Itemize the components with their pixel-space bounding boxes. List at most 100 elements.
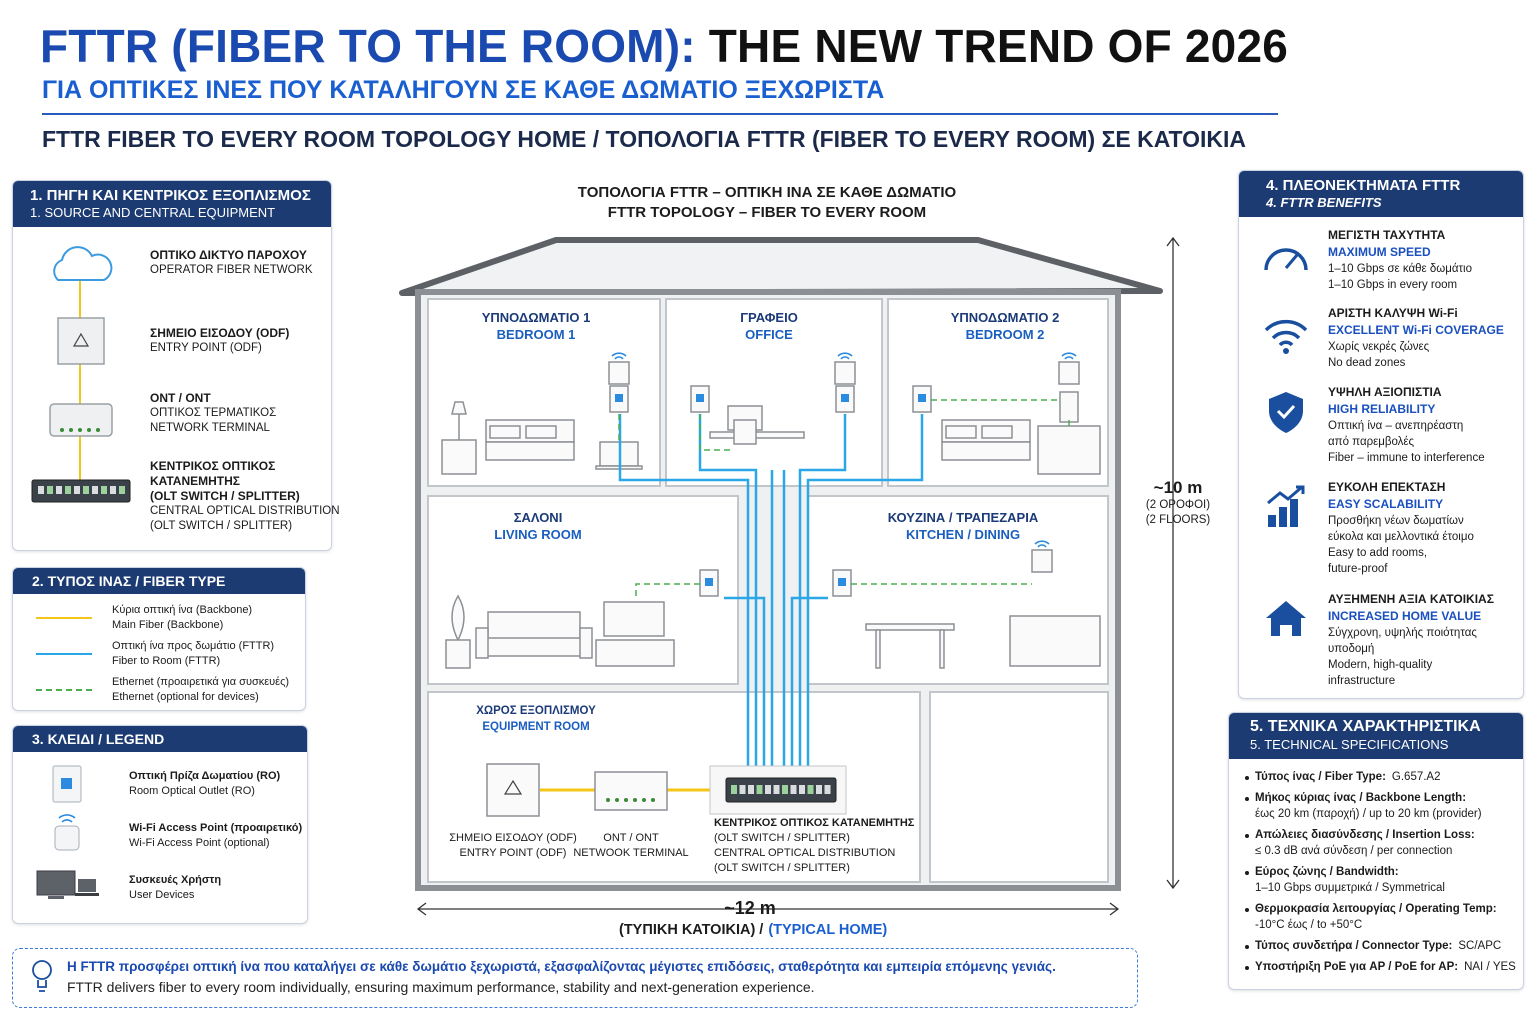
sofa-back [487, 611, 581, 639]
item-title: ΚΑΤΑΝΕΜΗΤΗΣ [150, 474, 240, 488]
room-name-en: EQUIPMENT ROOM [482, 721, 590, 733]
room-outlet [835, 385, 855, 413]
panel-subtitle: 1. SOURCE AND CENTRAL EQUIPMENT [30, 205, 276, 220]
panel-header [1229, 713, 1523, 759]
room-name-en: BEDROOM 2 [965, 327, 1045, 342]
benefit-title: ΜΕΓΙΣΤΗ ΤΑΧΥΤΗΤΑ [1328, 228, 1446, 242]
switch-port [739, 785, 746, 794]
item-text: CENTRAL OPTICAL DISTRIBUTION [150, 505, 340, 517]
benefit-subtitle: EXCELLENT Wi-Fi COVERAGE [1328, 323, 1504, 337]
title-blue: FTTR (FIBER TO THE ROOM): [40, 20, 696, 72]
benefit-subtitle: HIGH RELIABILITY [1328, 402, 1436, 416]
tv [603, 601, 665, 637]
benefit-text: Οπτική ίνα – ανεπηρέαστη [1328, 420, 1464, 432]
spec-value: ΝΑΙ / YES [1464, 961, 1516, 973]
room-name-el: ΥΠΝΟΔΩΜΑΤΙΟ 1 [481, 310, 591, 325]
width-note: (ΤΥΠΙΚΗ ΚΑΤΟΙΚΙΑ) / [619, 922, 764, 938]
benefit-text: Fiber – immune to interference [1328, 452, 1485, 464]
spec-label: Μήκος κύριας ίνας / Backbone Length: [1255, 792, 1467, 804]
benefit-text: εύκολα και μελλοντικά έτοιμο [1328, 531, 1474, 543]
switch-port [748, 785, 754, 794]
benefit-text: Χωρίς νεκρές ζώνες [1328, 341, 1430, 353]
access-point [1058, 361, 1080, 385]
spec-value: 1–10 Gbps συμμετρικά / Symmetrical [1255, 882, 1445, 894]
odf-warning [503, 779, 523, 795]
panel-header [13, 726, 307, 752]
switch-port [765, 785, 771, 794]
benefit-text: από παρεμβολές [1328, 436, 1415, 448]
switch-shelf [709, 765, 847, 815]
fiber-room-line [618, 414, 750, 778]
room-outlet [912, 385, 932, 413]
roof [399, 237, 1163, 296]
fiber-label-en: Ethernet (optional for devices) [112, 691, 259, 703]
plant-pot [445, 639, 471, 669]
switch-port [799, 785, 805, 794]
divider [42, 113, 1278, 115]
laptop-base [595, 465, 643, 470]
equipment-label: ENTRY POINT (ODF) [459, 847, 567, 859]
room [427, 495, 739, 685]
benefit-title: ΑΡΙΣΤΗ ΚΑΛΥΨΗ Wi-Fi [1328, 306, 1458, 320]
section-title: FTTR FIBER TO EVERY ROOM TOPOLOGY HOME /… [42, 126, 1246, 152]
laptop [599, 441, 639, 467]
kitchen-counter [1009, 615, 1101, 667]
bed [941, 419, 1031, 443]
item-text: NETWORK TERMINAL [150, 422, 270, 434]
legend-label-en: Room Optical Outlet (RO) [129, 785, 255, 797]
spec-value: -10°C έως / to +50°C [1255, 919, 1363, 931]
pillow [525, 425, 557, 439]
main-title: FTTR (FIBER TO THE ROOM): THE NEW TREND … [40, 20, 1288, 73]
bed-base [941, 441, 1031, 461]
room-name-en: BEDROOM 1 [496, 327, 576, 342]
spec-label: Απώλειες διασύνδεσης / Insertion Loss: [1255, 829, 1475, 841]
height-dimension [1166, 236, 1180, 890]
room-name-el: ΥΠΝΟΔΩΜΑΤΙΟ 2 [950, 310, 1060, 325]
benefit-text: No dead zones [1328, 357, 1406, 369]
legend-label-en: User Devices [129, 889, 195, 901]
switch-port [790, 785, 797, 794]
benefit-text: Easy to add rooms, [1328, 547, 1428, 559]
diagram-title: ΤΟΠΟΛΟΓΙΑ FTTR – ΟΠΤΙΚΗ ΙΝΑ ΣΕ ΚΑΘΕ ΔΩΜΑ… [577, 184, 957, 201]
item-text: ΟΠΤΙΚΟΣ ΤΕΡΜΑΤΙΚΟΣ [150, 407, 277, 419]
outlet-port [696, 394, 704, 402]
equipment-label: (OLT SWITCH / SPLITTER) [714, 862, 850, 874]
access-point [608, 361, 630, 385]
room-name-el: ΓΡΑΦΕΙΟ [740, 310, 798, 325]
panel-subtitle: 5. TECHNICAL SPECIFICATIONS [1250, 737, 1449, 752]
room-name-el: ΚΟΥΖΙΝΑ / ΤΡΑΠΕΖΑΡΙΑ [887, 510, 1039, 525]
footer-box [12, 948, 1138, 1008]
equipment-label: NETWOOK TERMINAL [573, 847, 689, 859]
spec-label: Τύπος συνδετήρα / Connector Type: [1255, 940, 1453, 952]
panel-title: 2. ΤΥΠΟΣ ΙΝΑΣ / FIBER TYPE [32, 573, 226, 589]
fiber-label-en: Fiber to Room (FTTR) [112, 655, 221, 667]
room-outlet [609, 385, 629, 413]
table [865, 623, 955, 631]
benefit-text: 1–10 Gbps in every room [1328, 279, 1458, 291]
outlet-port [615, 394, 623, 402]
sofa [481, 635, 587, 657]
room-outlet [832, 569, 852, 597]
desk-monitor [727, 405, 763, 431]
switch-port [756, 785, 763, 794]
house-walls [415, 289, 1121, 891]
item-text: ENTRY POINT (ODF) [150, 342, 262, 354]
ap-wifi [1034, 540, 1050, 548]
fiber-label-el: Ethernet (προαιρετικά για συσκευές) [112, 676, 290, 688]
benefit-text: Προσθήκη νέων δωματίων [1328, 515, 1464, 527]
fiber-room-line [806, 414, 924, 778]
outlet-port [841, 394, 849, 402]
spec-value: G.657.A2 [1391, 771, 1441, 783]
panel-title: 1. ΠΗΓΗ ΚΑΙ ΚΕΝΤΡΙΚΟΣ ΕΞΟΠΛΙΣΜΟΣ [30, 187, 311, 204]
ap-tower [1059, 391, 1079, 423]
fiber-label-en: Main Fiber (Backbone) [112, 619, 224, 631]
bed-base [485, 441, 575, 461]
benefit-text: future-proof [1328, 563, 1388, 575]
diagram-subtitle: FTTR TOPOLOGY – FIBER TO EVERY ROOM [607, 204, 927, 221]
switch-port [731, 785, 737, 794]
lamp [451, 401, 467, 440]
panel-header [13, 568, 305, 594]
room-name-el: ΧΩΡΟΣ ΕΞΟΠΛΙΣΜΟΥ [476, 705, 596, 717]
spec-value: ≤ 0.3 dB ανά σύνδεση / per connection [1255, 845, 1453, 857]
